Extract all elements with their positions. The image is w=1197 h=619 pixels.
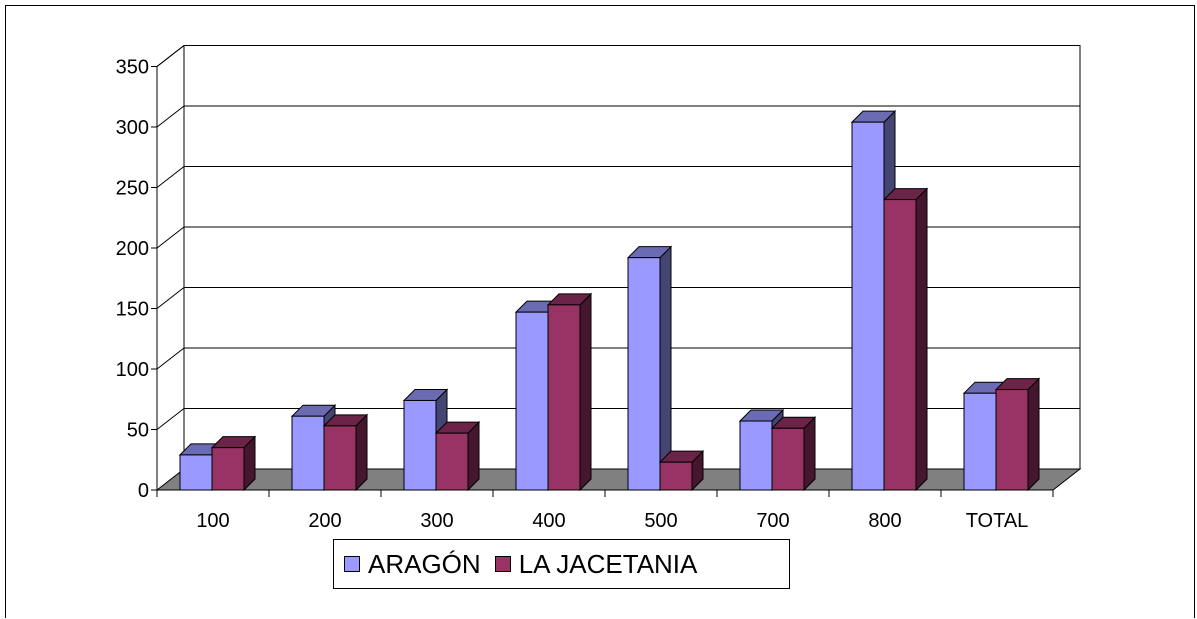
x-tick-label-200: 200 xyxy=(308,510,341,532)
x-tick-label-400: 400 xyxy=(532,510,565,532)
bar-side xyxy=(579,292,592,492)
bar-side xyxy=(467,420,480,492)
bar-2-300 xyxy=(434,420,481,492)
bar-1-500 xyxy=(626,245,673,492)
x-tick-label-100: 100 xyxy=(196,510,229,532)
bar-2-500 xyxy=(658,449,705,492)
grid-layer xyxy=(156,45,1081,469)
bar-2-800 xyxy=(882,187,929,492)
bar-front xyxy=(659,461,693,491)
y-tick-label-200: 200 xyxy=(116,238,149,260)
side-gridline-250 xyxy=(156,166,185,188)
y-axis-top-edge xyxy=(156,45,185,67)
bar-front xyxy=(435,432,469,491)
bar-side xyxy=(355,413,368,492)
side-gridline-50 xyxy=(156,408,185,430)
y-tick-label-100: 100 xyxy=(116,359,149,381)
x-tick-label-TOTAL: TOTAL xyxy=(966,510,1029,532)
bar-front xyxy=(179,454,213,491)
legend-item-series-2: LA JACETANIA xyxy=(494,548,698,580)
y-tick-label-350: 350 xyxy=(116,57,149,79)
y-tick-label-300: 300 xyxy=(116,117,149,139)
chart-frame xyxy=(5,5,1195,618)
bar-2-TOTAL xyxy=(994,377,1041,492)
bar-side xyxy=(915,187,928,492)
bars-layer xyxy=(178,109,1041,492)
x-tick-label-700: 700 xyxy=(756,510,789,532)
bar-front xyxy=(771,427,805,491)
bar-front xyxy=(403,399,437,491)
legend-swatch-series-2 xyxy=(494,556,511,572)
bar-2-400 xyxy=(546,292,593,492)
bar-2-200 xyxy=(322,413,369,492)
bar-front xyxy=(547,304,581,491)
y-tick-label-50: 50 xyxy=(127,420,149,442)
x-tick-label-300: 300 xyxy=(420,510,453,532)
bar-front xyxy=(291,415,325,491)
bar-2-100 xyxy=(210,435,257,492)
y-tick-label-0: 0 xyxy=(138,480,149,502)
bar-front xyxy=(963,392,997,491)
y-tick-label-250: 250 xyxy=(116,178,149,200)
side-gridline-300 xyxy=(156,105,185,128)
x-tick-label-500: 500 xyxy=(644,510,677,532)
side-gridline-200 xyxy=(156,226,185,249)
bar-front xyxy=(515,311,549,491)
legend-swatch-series-1 xyxy=(344,556,360,572)
bar-side xyxy=(1027,377,1040,492)
y-tick-labels: 0 50 100 150 200 250 300 350 xyxy=(116,57,149,503)
bar-2-700 xyxy=(770,416,817,492)
x-tick-label-800: 800 xyxy=(868,510,901,532)
legend-label-series-1: ARAGÓN xyxy=(368,548,481,579)
y-tick-label-150: 150 xyxy=(116,299,149,321)
legend-label-series-2: LA JACETANIA xyxy=(518,548,698,579)
bar-front xyxy=(627,257,661,491)
bar-front xyxy=(883,199,917,491)
side-gridline-100 xyxy=(156,347,185,370)
bar-front xyxy=(995,389,1029,491)
bar-side xyxy=(803,416,816,492)
bar-front xyxy=(851,121,885,491)
bar-front xyxy=(211,447,245,491)
bar-front xyxy=(739,420,773,491)
legend: ARAGÓN LA JACETANIA xyxy=(333,539,790,589)
x-tick-labels: 100 200 300 400 500 700 800 TOTAL xyxy=(196,510,1028,532)
bar-front xyxy=(323,425,357,491)
side-gridline-150 xyxy=(156,287,185,309)
legend-item-series-1: ARAGÓN xyxy=(344,549,481,580)
